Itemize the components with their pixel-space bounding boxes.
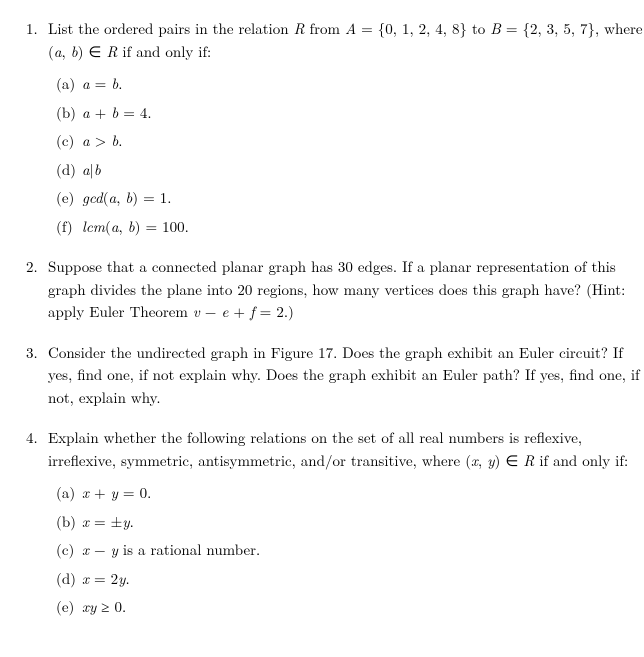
sub-letter: (e) <box>56 187 74 210</box>
sub-letter: (d) <box>56 159 76 182</box>
problem-item: List the ordered pairs in the relation R… <box>26 18 644 238</box>
problem-stem: Consider the undirected graph in Figure … <box>48 342 644 410</box>
sub-item: (d) x = 2y. <box>56 568 644 591</box>
sub-letter: (c) <box>56 539 74 562</box>
problem-item: Suppose that a connected planar graph ha… <box>26 256 644 324</box>
problem-stem: Explain whether the following relations … <box>48 427 644 472</box>
sub-letter: (a) <box>56 73 75 96</box>
sub-letter: (b) <box>56 102 76 125</box>
sub-body: x − y is a rational number. <box>82 539 260 560</box>
sub-item: (a) a = b. <box>56 73 644 96</box>
sub-body: a + b = 4. <box>82 102 152 123</box>
sub-item: (b) x = ±y. <box>56 511 644 534</box>
problem-item: Explain whether the following relations … <box>26 427 644 619</box>
sub-item: (c) a > b. <box>56 130 644 153</box>
sub-letter: (f) <box>56 216 73 239</box>
sub-body: a|b <box>82 159 101 180</box>
sub-letter: (c) <box>56 130 74 153</box>
sub-letter: (a) <box>56 482 75 505</box>
sub-letter: (e) <box>56 596 74 619</box>
sub-body: a > b. <box>82 130 122 151</box>
sub-body: x + y = 0. <box>82 482 151 503</box>
sub-item: (e) xy ≥ 0. <box>56 596 644 619</box>
sub-body: x = 2y. <box>82 568 130 589</box>
sub-body: a = b. <box>82 73 122 94</box>
problem-list: List the ordered pairs in the relation R… <box>26 18 644 619</box>
sub-item: (b) a + b = 4. <box>56 102 644 125</box>
sub-item: (a) x + y = 0. <box>56 482 644 505</box>
sub-item: (c) x − y is a rational number. <box>56 539 644 562</box>
sub-body: x = ±y. <box>82 511 134 532</box>
problem-item: Consider the undirected graph in Figure … <box>26 342 644 410</box>
sub-letter: (b) <box>56 511 76 534</box>
sub-body: lcm(a, b) = 100. <box>82 216 189 237</box>
sub-item: (d) a|b <box>56 159 644 182</box>
sub-item: (f) lcm(a, b) = 100. <box>56 216 644 239</box>
sub-item: (e) gcd(a, b) = 1. <box>56 187 644 210</box>
sub-list: (a) x + y = 0. (b) x = ±y. (c) x − y is a r… <box>56 482 644 619</box>
sub-body: xy ≥ 0. <box>82 596 126 617</box>
sub-body: gcd(a, b) = 1. <box>82 187 171 208</box>
problem-stem: Suppose that a connected planar graph ha… <box>48 256 644 324</box>
sub-list: (a) a = b. (b) a + b = 4. (c) a > b. (d) a|b… <box>56 73 644 238</box>
problem-stem: List the ordered pairs in the relation R… <box>48 18 644 63</box>
sub-letter: (d) <box>56 568 76 591</box>
